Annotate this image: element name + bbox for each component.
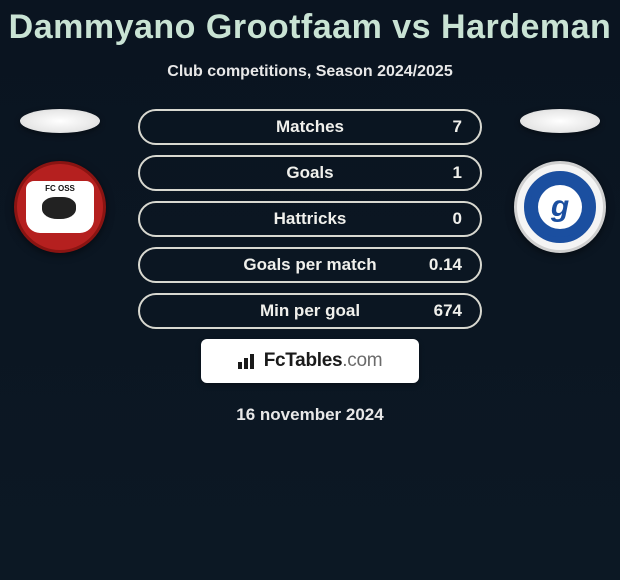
stat-value: 0: [453, 209, 462, 229]
stat-row: Min per goal 674: [138, 293, 482, 329]
subtitle: Club competitions, Season 2024/2025: [0, 63, 620, 81]
page-title: Dammyano Grootfaam vs Hardeman: [0, 0, 620, 47]
stat-value: 0.14: [429, 255, 462, 275]
player-oval-left: [20, 109, 100, 133]
stat-row: Goals 1: [138, 155, 482, 191]
brand-text: FcTables.com: [264, 350, 383, 372]
stat-row: Matches 7: [138, 109, 482, 145]
stat-value: 1: [453, 163, 462, 183]
club-badge-left-inner: FC OSS: [26, 181, 94, 233]
date-text: 16 november 2024: [0, 405, 620, 425]
brand-suffix: .com: [342, 350, 382, 371]
brand-box: FcTables.com: [201, 339, 419, 383]
stat-value: 7: [453, 117, 462, 137]
comparison-content: FC OSS g Matches 7 Goals 1 Hattricks 0 G…: [0, 109, 620, 425]
stat-row: Hattricks 0: [138, 201, 482, 237]
stat-label: Goals: [286, 163, 333, 183]
left-player-column: FC OSS: [0, 109, 120, 253]
club-badge-right: g: [514, 161, 606, 253]
right-player-column: g: [500, 109, 620, 253]
stat-label: Min per goal: [260, 301, 360, 321]
stat-label: Goals per match: [243, 255, 376, 275]
stat-label: Matches: [276, 117, 344, 137]
stat-label: Hattricks: [274, 209, 347, 229]
brand-name: FcTables: [264, 350, 343, 371]
stat-row: Goals per match 0.14: [138, 247, 482, 283]
stat-value: 674: [434, 301, 462, 321]
club-badge-left: FC OSS: [14, 161, 106, 253]
club-badge-right-letter: g: [538, 185, 582, 229]
bars-icon: [238, 353, 260, 369]
club-badge-right-inner: g: [524, 171, 596, 243]
stats-list: Matches 7 Goals 1 Hattricks 0 Goals per …: [138, 109, 482, 329]
player-oval-right: [520, 109, 600, 133]
